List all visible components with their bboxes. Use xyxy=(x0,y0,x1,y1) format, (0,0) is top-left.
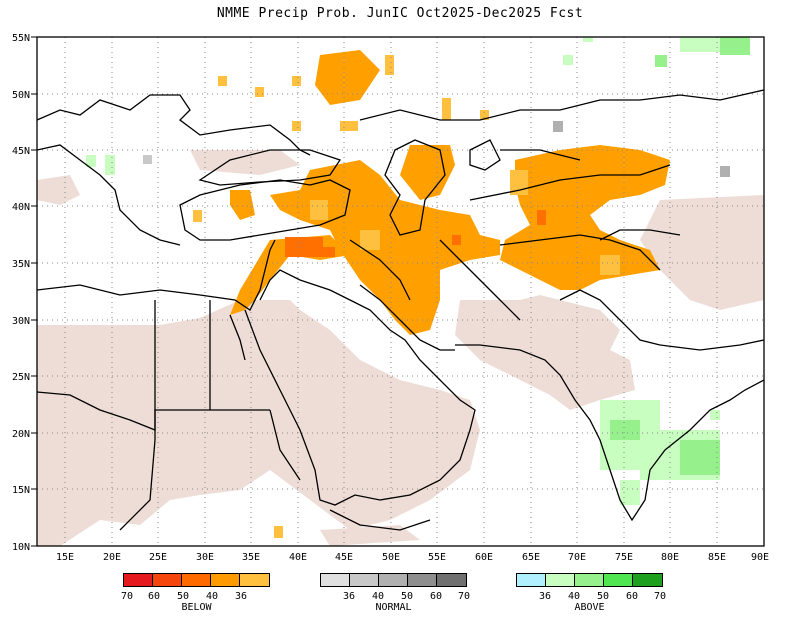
legend-above-label: ABOVE xyxy=(574,602,605,613)
lon-label: 25E xyxy=(149,552,167,563)
lon-label: 80E xyxy=(661,552,679,563)
legend-swatch xyxy=(575,574,604,586)
legend-swatch xyxy=(408,574,437,586)
lat-label: 55N xyxy=(12,33,30,44)
lat-label: 20N xyxy=(12,429,30,440)
legend-swatch xyxy=(153,574,182,586)
legend-swatch xyxy=(350,574,379,586)
legend-below-swatches xyxy=(123,573,270,587)
lon-label: 60E xyxy=(475,552,493,563)
legend-normal-swatches xyxy=(320,573,467,587)
below-mask-tibet xyxy=(640,195,764,310)
lon-label: 30E xyxy=(196,552,214,563)
lon-label: 65E xyxy=(522,552,540,563)
lat-label: 15N xyxy=(12,485,30,496)
legend-tick: 40 xyxy=(205,591,219,602)
legend-tick: 60 xyxy=(625,591,639,602)
legend-swatch xyxy=(604,574,633,586)
lon-label: 90E xyxy=(751,552,769,563)
legend-tick: 70 xyxy=(457,591,471,602)
normal-cells xyxy=(143,121,730,177)
legend-tick: 60 xyxy=(147,591,161,602)
legend-swatch xyxy=(211,574,240,586)
lat-label: 50N xyxy=(12,90,30,101)
lon-label: 45E xyxy=(335,552,353,563)
legend-tick: 70 xyxy=(653,591,667,602)
above-40-cells xyxy=(610,37,750,475)
legend-normal: 36 40 50 60 70 NORMAL xyxy=(320,573,471,613)
legend-tick: 36 xyxy=(342,591,356,602)
below-mask-africa xyxy=(37,300,480,546)
legend-swatch xyxy=(124,574,153,586)
longitude-labels: 15E 20E 25E 30E 35E 40E 45E 50E 55E 60E … xyxy=(56,552,769,563)
legend-tick: 36 xyxy=(234,591,248,602)
below-40-cells xyxy=(285,210,546,257)
legend-below-label: BELOW xyxy=(181,602,212,613)
probability-shading xyxy=(37,37,764,546)
lon-label: 40E xyxy=(289,552,307,563)
legend-swatch xyxy=(517,574,546,586)
lon-label: 75E xyxy=(615,552,633,563)
map-frame xyxy=(36,36,765,547)
lat-label: 25N xyxy=(12,372,30,383)
lon-label: 85E xyxy=(708,552,726,563)
legend-swatch xyxy=(546,574,575,586)
below-region-turkey-west xyxy=(230,190,255,220)
legend-tick: 50 xyxy=(400,591,414,602)
latitude-labels: 55N 50N 45N 40N 35N 30N 25N 20N 15N 10N xyxy=(12,33,30,553)
legend-tick: 70 xyxy=(120,591,134,602)
below-36-cells xyxy=(193,55,620,538)
legend-tick: 60 xyxy=(429,591,443,602)
lon-label: 20E xyxy=(103,552,121,563)
lat-label: 35N xyxy=(12,259,30,270)
legend-below: 70 60 50 40 36 BELOW xyxy=(120,573,270,613)
below-mask-redsea xyxy=(320,525,420,546)
lon-label: 35E xyxy=(242,552,260,563)
legend-tick: 50 xyxy=(596,591,610,602)
legend-swatch xyxy=(240,574,269,586)
map-canvas: 55N 50N 45N 40N 35N 30N 25N 20N 15N 10N … xyxy=(12,33,769,563)
lon-label: 50E xyxy=(382,552,400,563)
below-mask-balkans xyxy=(37,175,80,205)
legend-swatch xyxy=(633,574,662,586)
lon-label: 55E xyxy=(428,552,446,563)
graticule xyxy=(37,37,764,546)
legend-above: 36 40 50 60 70 ABOVE xyxy=(516,573,667,613)
below-mask-iran-pakistan xyxy=(455,295,635,410)
legend-swatch xyxy=(321,574,350,586)
legend-swatch xyxy=(182,574,211,586)
lat-label: 45N xyxy=(12,146,30,157)
below-region-russia-north xyxy=(315,50,380,105)
lon-label: 70E xyxy=(568,552,586,563)
legend-swatch xyxy=(437,574,466,586)
tick-marks xyxy=(31,36,37,547)
legend-tick: 36 xyxy=(538,591,552,602)
lat-label: 10N xyxy=(12,542,30,553)
legend-swatch xyxy=(379,574,408,586)
legend-tick: 50 xyxy=(176,591,190,602)
lat-label: 30N xyxy=(12,316,30,327)
map-title: NMME Precip Prob. JunIC Oct2025-Dec2025 … xyxy=(216,6,584,21)
legend-tick: 40 xyxy=(567,591,581,602)
coastlines-borders xyxy=(37,89,764,531)
below-region-central-asia xyxy=(500,145,670,290)
legend-tick: 40 xyxy=(371,591,385,602)
legend-normal-label: NORMAL xyxy=(375,602,412,613)
legend-above-swatches xyxy=(516,573,663,587)
lat-label: 40N xyxy=(12,202,30,213)
lon-label: 15E xyxy=(56,552,74,563)
